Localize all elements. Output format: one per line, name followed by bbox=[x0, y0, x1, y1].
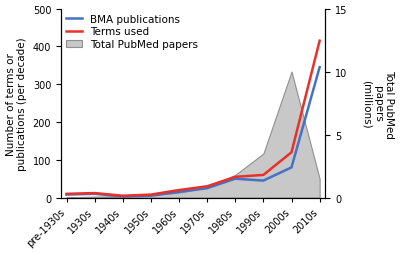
BMA publications bbox=[177, 191, 182, 194]
Legend: BMA publications, Terms used, Total PubMed papers: BMA publications, Terms used, Total PubM… bbox=[64, 13, 200, 52]
Line: Terms used: Terms used bbox=[66, 42, 320, 196]
BMA publications bbox=[289, 166, 294, 169]
Terms used bbox=[289, 151, 294, 154]
BMA publications bbox=[120, 195, 125, 198]
Terms used bbox=[205, 185, 210, 188]
BMA publications bbox=[233, 178, 238, 181]
BMA publications bbox=[205, 187, 210, 190]
Terms used bbox=[148, 193, 153, 196]
BMA publications bbox=[148, 194, 153, 197]
Y-axis label: Total PubMed
papers
(millions): Total PubMed papers (millions) bbox=[361, 69, 394, 138]
Terms used bbox=[317, 40, 322, 43]
Terms used bbox=[233, 176, 238, 179]
BMA publications bbox=[64, 193, 69, 196]
Terms used bbox=[92, 192, 97, 195]
BMA publications bbox=[317, 66, 322, 69]
Terms used bbox=[261, 174, 266, 177]
Y-axis label: Number of terms or
publications (per decade): Number of terms or publications (per dec… bbox=[6, 37, 27, 170]
Terms used bbox=[120, 194, 125, 197]
BMA publications bbox=[261, 179, 266, 182]
Terms used bbox=[64, 193, 69, 196]
BMA publications bbox=[92, 193, 97, 196]
Line: BMA publications: BMA publications bbox=[66, 68, 320, 197]
Terms used bbox=[177, 189, 182, 192]
